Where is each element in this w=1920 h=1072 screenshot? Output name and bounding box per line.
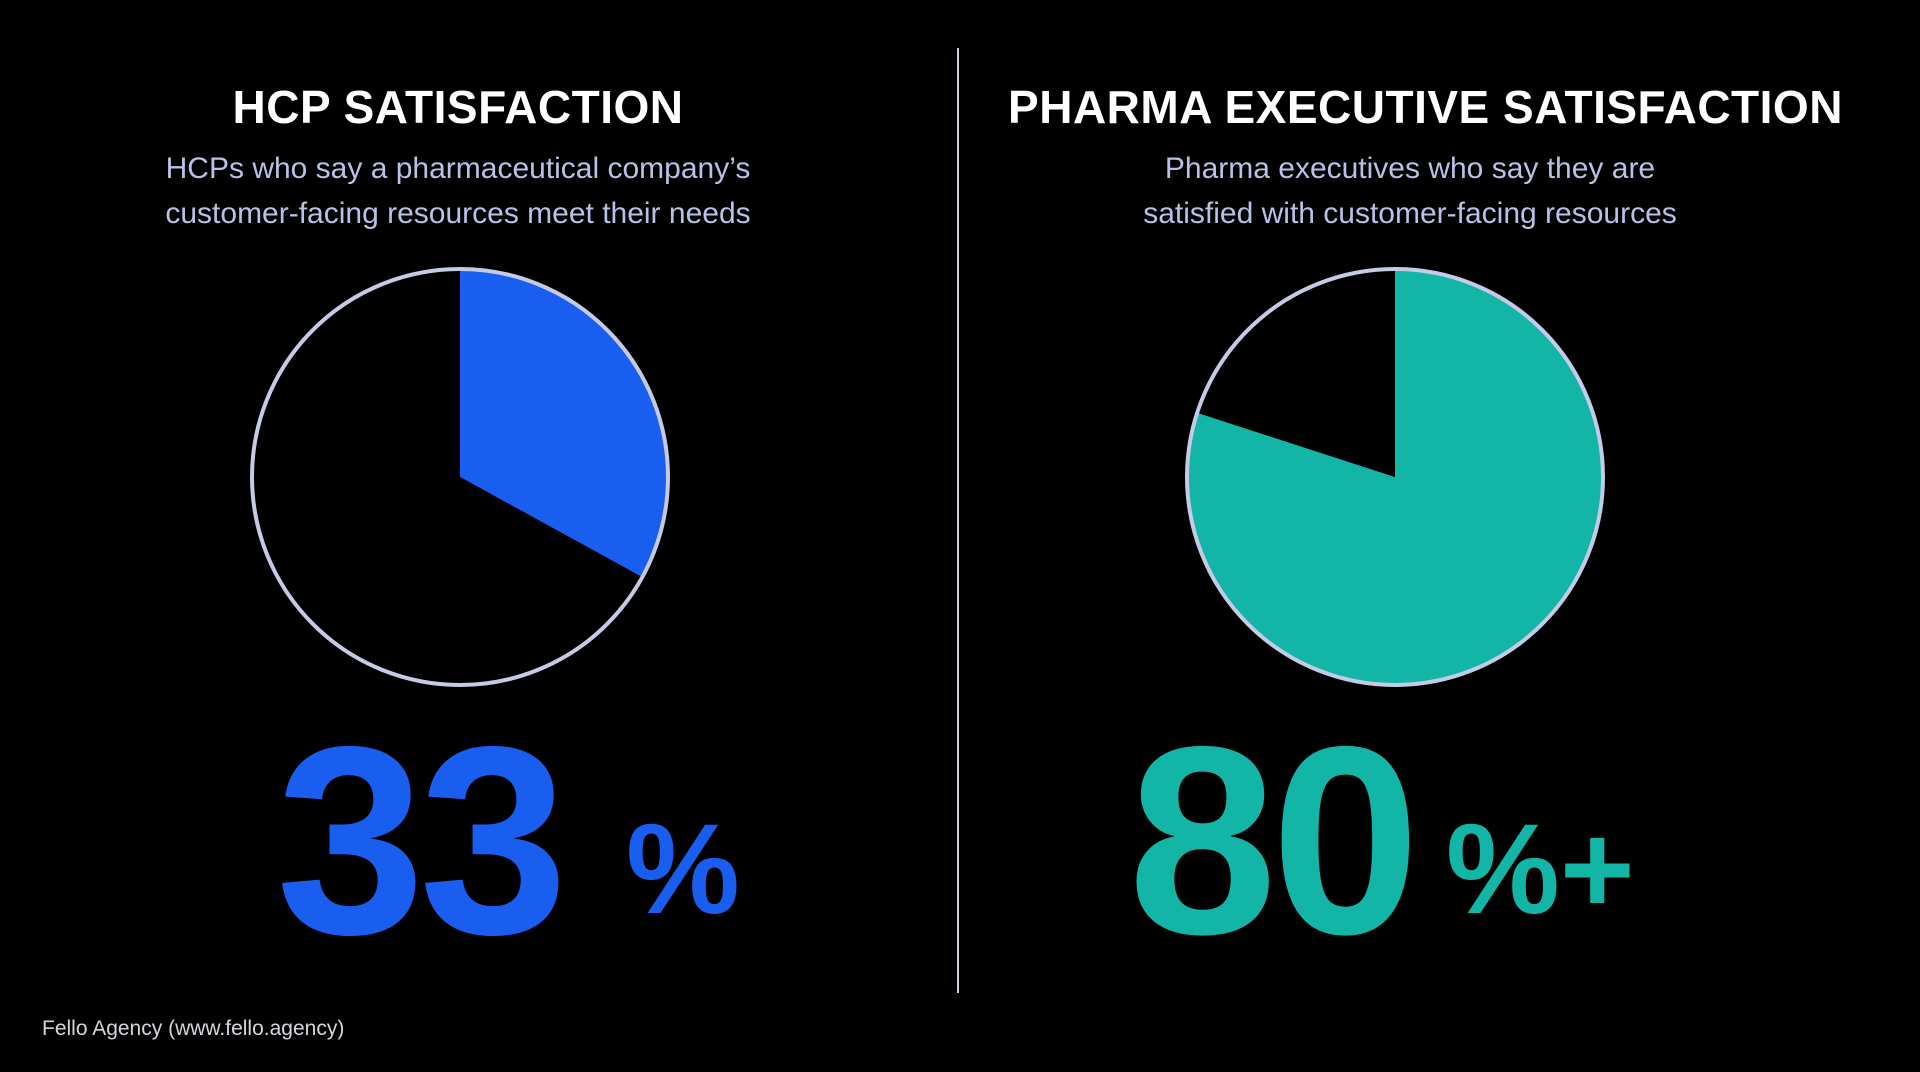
hcp-value-number: 33: [276, 690, 568, 990]
hcp-subtitle-line-2: customer-facing resources meet their nee…: [165, 197, 751, 230]
exec-value-number: 80: [1128, 690, 1420, 990]
pie-outline: [250, 267, 670, 687]
hcp-satisfaction-subtitle: HCPs who say a pharmaceutical company’s …: [0, 146, 916, 236]
exec-subtitle-line-2: satisfied with customer-facing resources: [1143, 197, 1677, 230]
panel-divider: [957, 48, 959, 993]
pie-slice-satisfied: [460, 269, 668, 578]
exec-value-percent-plus-sign: %+: [1446, 798, 1635, 941]
hcp-subtitle-line-1: HCPs who say a pharmaceutical company’s: [165, 152, 751, 185]
source-credit: Fello Agency (www.fello.agency): [42, 1017, 345, 1040]
pie-slice-remainder: [252, 269, 643, 685]
exec-satisfaction-title: PHARMA EXECUTIVE SATISFACTION: [1008, 81, 1843, 133]
exec-satisfaction-value: 80 %+: [1128, 706, 1688, 974]
pie-slice-remainder: [1197, 269, 1395, 477]
exec-satisfaction-pie-chart: [1185, 267, 1605, 687]
pie-outline: [1185, 267, 1605, 687]
exec-satisfaction-panel: PHARMA EXECUTIVE SATISFACTION Pharma exe…: [958, 0, 1920, 1072]
exec-subtitle-line-1: Pharma executives who say they are: [1164, 152, 1656, 185]
hcp-satisfaction-pie-chart: [250, 267, 670, 687]
hcp-satisfaction-title: HCP SATISFACTION: [232, 81, 684, 133]
exec-satisfaction-subtitle: Pharma executives who say they are satis…: [958, 146, 1862, 236]
hcp-value-percent-sign: %: [626, 798, 740, 941]
hcp-satisfaction-value: 33 %: [276, 706, 776, 974]
hcp-satisfaction-panel: HCP SATISFACTION HCPs who say a pharmace…: [0, 0, 958, 1072]
